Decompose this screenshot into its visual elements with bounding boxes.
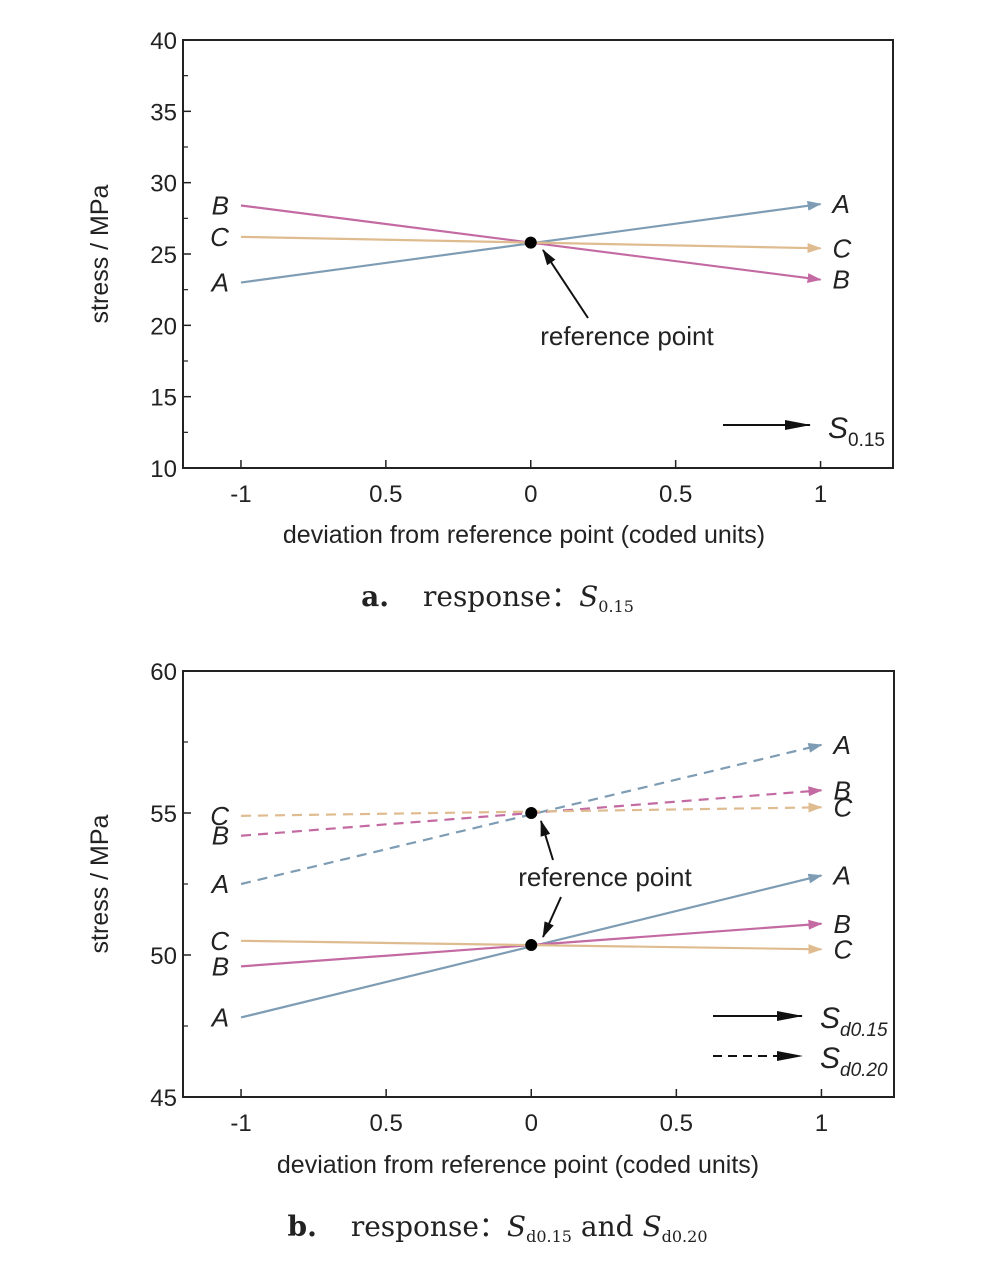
series-end-label: C [833,233,852,263]
series-start-label: B [212,190,229,220]
x-tick-label: 0.5 [369,1110,402,1137]
reference-point-b-upper [525,807,538,819]
x-axis-a: -1 0.5 0 0.5 1 [230,460,827,508]
y-tick-label: 55 [150,801,177,828]
y-axis-a: 10 15 20 25 30 35 40 [150,28,191,483]
x-tick-label: 0.5 [369,481,402,508]
caption-text-b: response： [350,1210,507,1243]
reference-point-a [524,236,537,249]
y-tick-label: 45 [150,1085,177,1112]
chart-panel-a: 10 15 20 25 30 35 40 -1 0.5 0 0.5 1 stress / MPa d… [86,28,894,549]
x-tick-label: 1 [815,1110,828,1137]
legend-label-dashed-b: Sd0.20 [820,1042,888,1081]
y-tick-label: 15 [150,385,177,412]
series-end-label: B [833,265,850,295]
reference-label-b: reference point [518,862,692,892]
series-end-label: B [833,909,850,939]
y-tick-label: 35 [150,99,177,126]
series-start-label: B [212,821,229,851]
y-tick-label: 60 [150,659,177,686]
caption-subscript-a: 0.15 [598,597,634,616]
series-start-label: B [212,951,229,981]
series-start-label: C [210,222,229,252]
reference-pointer-b-upper [540,820,554,861]
x-tick-label: 0 [525,1110,538,1137]
series-end-label: C [833,792,852,822]
y-axis-label-a: stress / MPa [86,184,114,323]
y-tick-label: 25 [150,242,177,269]
caption-symbol-b2: S [642,1210,662,1243]
chart-panel-b: 45 50 55 60 -1 0.5 0 0.5 1 stress / MPa deviati… [86,659,895,1179]
caption-subscript-b2: d0.20 [661,1227,708,1246]
y-tick-label: 40 [150,28,177,55]
series-start-label: A [210,1002,229,1032]
x-tick-label: 1 [814,481,827,508]
y-tick-label: 20 [150,313,177,340]
y-axis-b: 45 50 55 60 [150,659,191,1112]
caption-a: a. response：S0.15 [0,575,995,616]
series-start-label: C [210,801,229,831]
x-tick-label: -1 [230,1110,251,1137]
x-tick-label: 0.5 [659,481,692,508]
reference-label-a: reference point [540,321,714,351]
caption-and-b: and [580,1210,634,1243]
reference-pointer-a [542,249,589,319]
legend-a: S0.15 [718,395,892,461]
caption-letter-b: b. [287,1210,317,1243]
caption-text-a: response： [422,580,580,613]
series-start-label: A [210,869,229,899]
caption-b: b. response：Sd0.15 and Sd0.20 [0,1205,995,1246]
series-end-label: A [831,189,850,219]
x-axis-label-a: deviation from reference point (coded un… [283,521,765,549]
legend-label-a: S0.15 [828,412,885,451]
caption-symbol-a: S [579,580,599,613]
y-tick-label: 50 [150,943,177,970]
caption-symbol-b1: S [506,1210,527,1243]
legend-label-solid-b: Sd0.15 [820,1002,888,1041]
x-tick-label: 0.5 [660,1110,693,1137]
series-start-label: A [210,268,229,298]
x-tick-label: 0 [524,481,537,508]
series-start-label: C [210,926,229,956]
legend-b: Sd0.15 Sd0.20 [708,988,893,1088]
y-tick-label: 10 [150,456,177,483]
series-end-label: B [833,775,850,805]
series-end-label: C [833,934,852,964]
y-tick-label: 30 [150,171,177,198]
x-axis-label-b: deviation from reference point (coded un… [277,1151,759,1179]
series-end-label: A [831,730,850,760]
reference-pointer-b-lower [542,896,562,938]
x-tick-label: -1 [230,481,251,508]
caption-subscript-b1: d0.15 [526,1227,572,1246]
reference-point-b-lower [525,939,538,952]
x-axis-b: -1 0.5 0 0.5 1 [230,1089,828,1137]
y-axis-label-b: stress / MPa [86,814,114,953]
series-end-label: A [831,860,850,890]
caption-letter-a: a. [361,580,389,613]
